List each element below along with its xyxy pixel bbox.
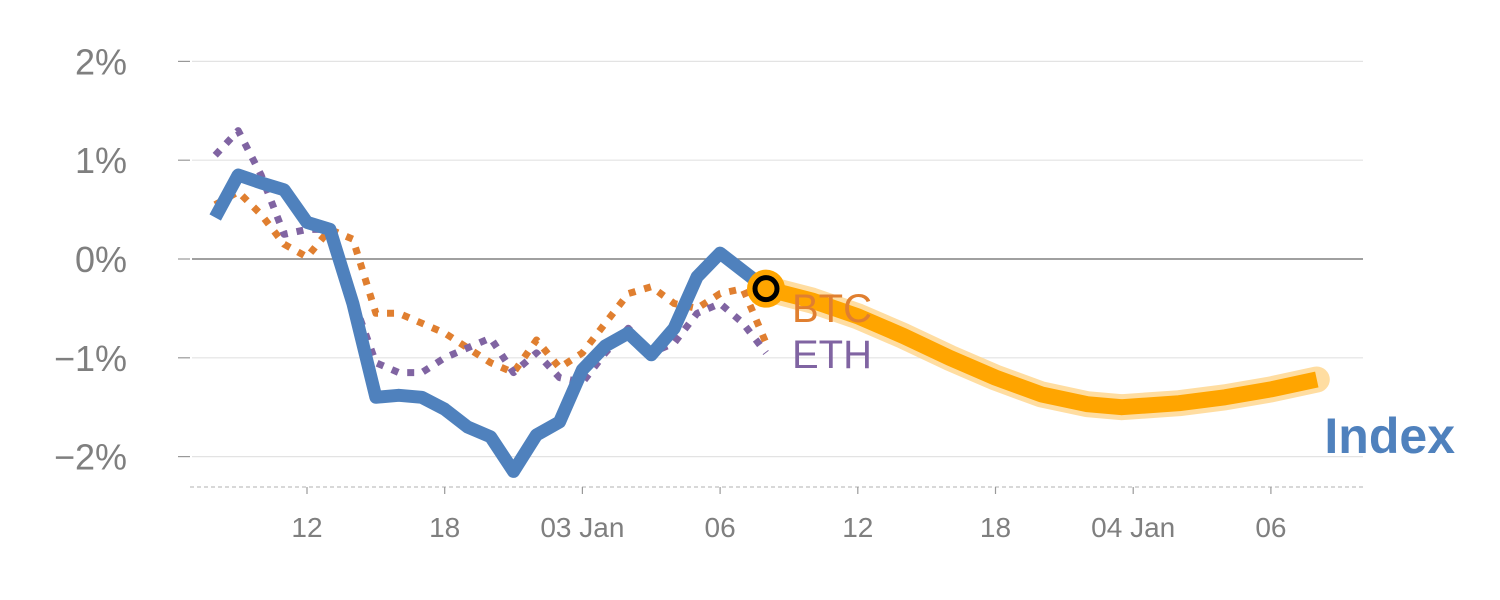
series-lines xyxy=(209,127,1330,478)
y-tick-label: 1% xyxy=(75,140,127,181)
x-tick-label: 04 Jan xyxy=(1091,512,1175,543)
eth-line xyxy=(212,127,769,386)
forecast-line xyxy=(763,280,1319,416)
y-tick-label: 0% xyxy=(75,239,127,280)
x-axis: 12 18 03 Jan 06 12 18 04 Jan 06 xyxy=(190,486,1365,543)
x-tick-label: 12 xyxy=(291,512,322,543)
y-tick-label: −2% xyxy=(54,437,127,478)
btc-line xyxy=(213,188,770,377)
btc-label: BTC xyxy=(792,287,872,331)
eth-label: ETH xyxy=(792,333,872,377)
x-tick-label: 06 xyxy=(1255,512,1286,543)
x-tick-label: 18 xyxy=(980,512,1011,543)
index-label: Index xyxy=(1324,408,1455,464)
series-labels: BTC ETH Index xyxy=(792,287,1455,464)
gridlines xyxy=(192,60,1363,458)
x-tick-label: 18 xyxy=(429,512,460,543)
x-tick-label: 03 Jan xyxy=(540,512,624,543)
y-axis: 2% 1% 0% −1% −2% xyxy=(54,41,190,478)
current-marker xyxy=(752,275,780,303)
y-tick-label: 2% xyxy=(75,41,127,82)
x-tick-label: 12 xyxy=(842,512,873,543)
index-line xyxy=(209,168,770,478)
y-tick-label: −1% xyxy=(54,338,127,379)
x-tick-label: 06 xyxy=(705,512,736,543)
